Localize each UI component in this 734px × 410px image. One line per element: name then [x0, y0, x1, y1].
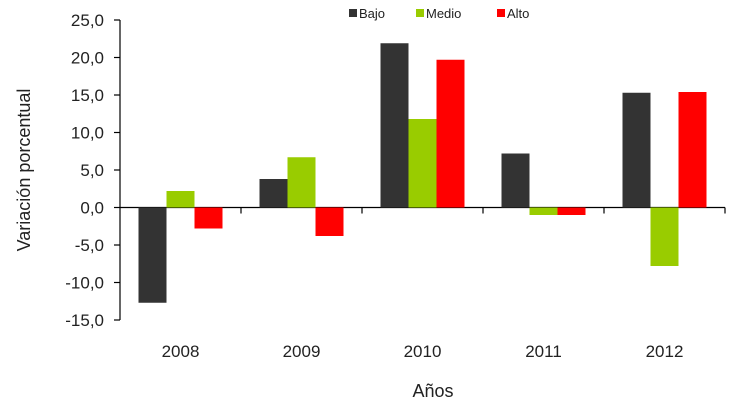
- y-axis-title: Variación porcentual: [14, 89, 34, 252]
- x-category-labels: 2008 2009 2010 2011 2012: [162, 342, 684, 361]
- y-tick-label: 25,0: [71, 11, 104, 30]
- bar-bajo-2010: [380, 43, 409, 208]
- y-tick-label: 0,0: [80, 199, 104, 218]
- y-tick-label: -10,0: [65, 274, 104, 293]
- bar-bajo-2011: [501, 153, 530, 208]
- bar-medio-2012: [650, 207, 679, 266]
- bar-alto-2011: [557, 207, 586, 215]
- y-tick-labels: -15,0 -10,0 -5,0 0,0 5,0 10,0 15,0 20,0 25,0: [65, 11, 104, 330]
- y-tick-label: 20,0: [71, 49, 104, 68]
- y-tick-label: 5,0: [80, 161, 104, 180]
- bar-medio-2010: [408, 119, 437, 208]
- legend-swatch-alto: [497, 9, 505, 17]
- legend-swatch-bajo: [349, 9, 357, 17]
- bar-bajo-2009: [259, 179, 288, 208]
- legend: Bajo Medio Alto: [349, 6, 529, 21]
- x-category-label: 2008: [162, 342, 200, 361]
- legend-swatch-medio: [416, 9, 424, 17]
- legend-label-medio: Medio: [426, 6, 461, 21]
- legend-label-alto: Alto: [507, 6, 529, 21]
- bar-medio-2011: [529, 207, 558, 215]
- bar-bajo-2012: [622, 92, 651, 208]
- chart-bars: [138, 43, 707, 303]
- legend-label-bajo: Bajo: [359, 6, 385, 21]
- y-tick-label: 10,0: [71, 124, 104, 143]
- bar-alto-2008: [194, 207, 223, 229]
- x-category-label: 2012: [646, 342, 684, 361]
- x-category-label: 2010: [404, 342, 442, 361]
- y-tick-label: -5,0: [75, 236, 104, 255]
- x-axis-title: Años: [412, 381, 453, 401]
- bar-alto-2012: [678, 92, 707, 208]
- bar-alto-2009: [315, 207, 344, 236]
- x-category-label: 2011: [525, 342, 562, 361]
- bar-bajo-2008: [138, 207, 167, 303]
- y-tick-label: 15,0: [71, 86, 104, 105]
- bar-medio-2008: [166, 191, 195, 208]
- bar-medio-2009: [287, 157, 316, 208]
- x-category-label: 2009: [283, 342, 321, 361]
- bar-alto-2010: [436, 59, 465, 208]
- y-tick-label: -15,0: [65, 311, 104, 330]
